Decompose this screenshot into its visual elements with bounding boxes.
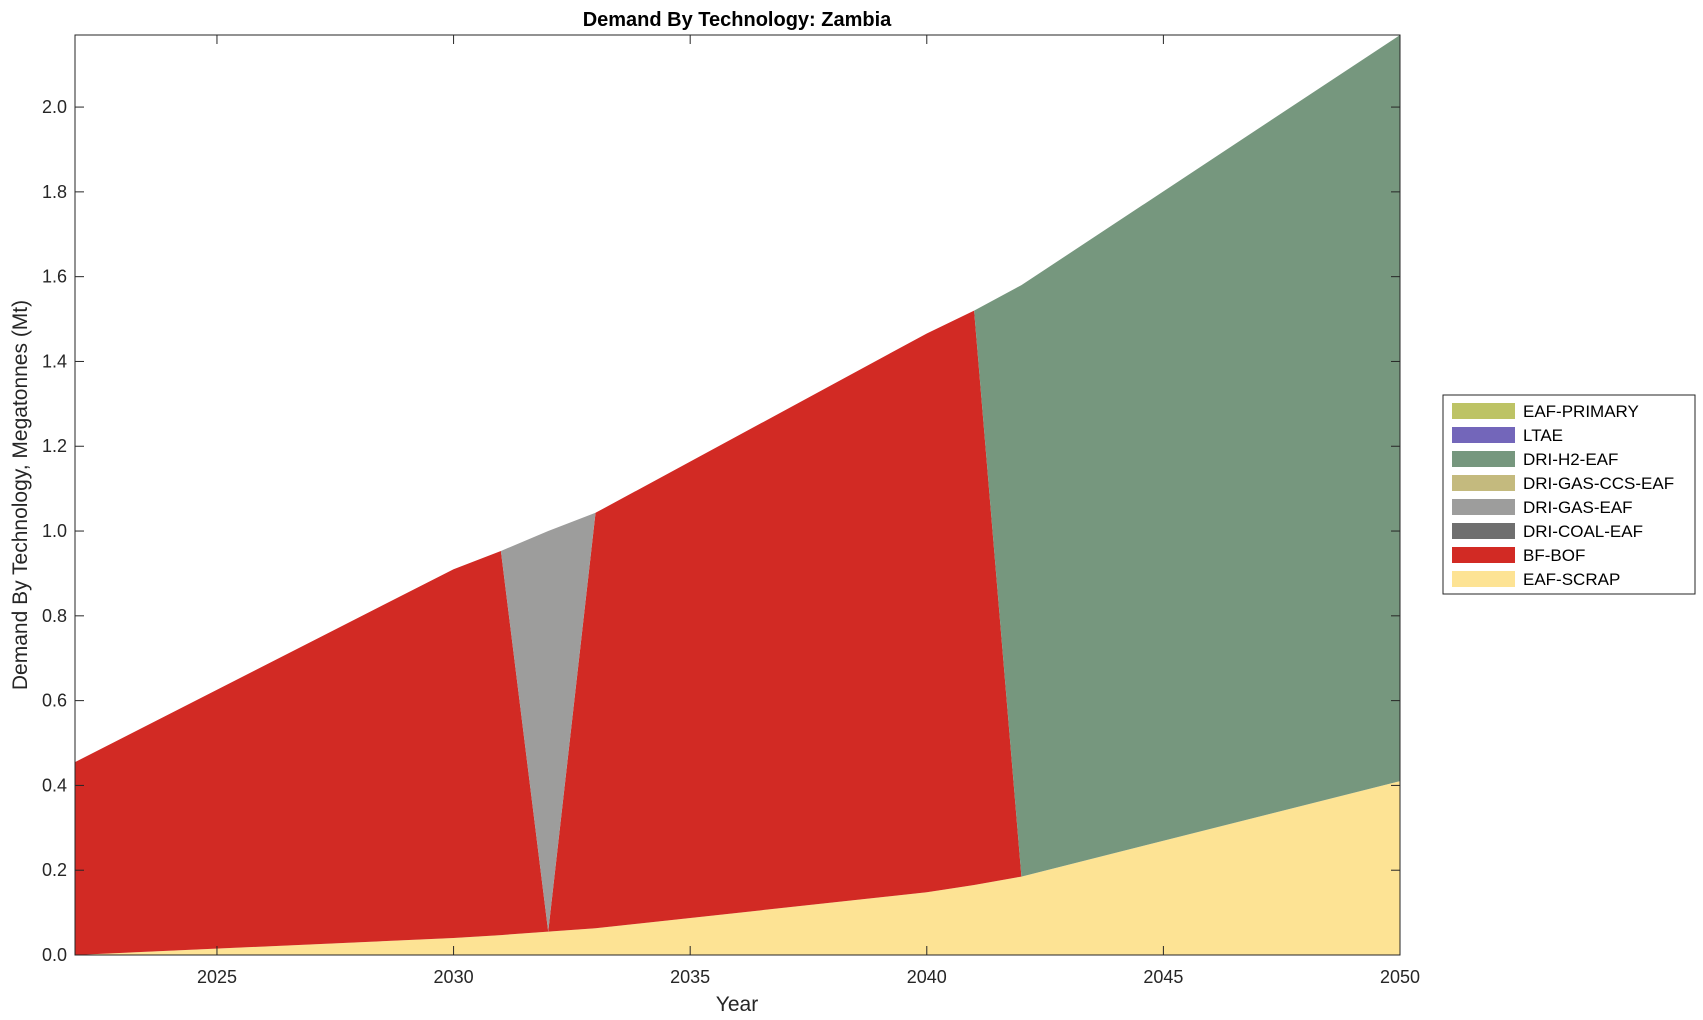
- x-tick-label: 2050: [1380, 967, 1420, 987]
- x-tick-label: 2035: [670, 967, 710, 987]
- legend-swatch: [1452, 475, 1515, 491]
- legend-swatch: [1452, 523, 1515, 539]
- x-tick-label: 2030: [434, 967, 474, 987]
- y-tick-label: 1.4: [42, 351, 67, 371]
- x-tick-label: 2040: [907, 967, 947, 987]
- chart-title: Demand By Technology: Zambia: [583, 9, 892, 31]
- area-bf-bof: [75, 310, 1400, 956]
- y-tick-label: 0.4: [42, 775, 67, 795]
- y-tick-label: 1.8: [42, 182, 67, 202]
- legend-label: BF-BOF: [1523, 546, 1585, 565]
- y-tick-label: 1.0: [42, 521, 67, 541]
- legend-label: DRI-COAL-EAF: [1523, 522, 1643, 541]
- x-tick-label: 2025: [197, 967, 237, 987]
- legend-label: DRI-H2-EAF: [1523, 450, 1618, 469]
- legend-swatch: [1452, 427, 1515, 443]
- y-tick-label: 0.6: [42, 691, 67, 711]
- legend-swatch: [1452, 499, 1515, 515]
- legend-label: DRI-GAS-CCS-EAF: [1523, 474, 1674, 493]
- legend-swatch: [1452, 547, 1515, 563]
- area-eaf-scrap: [75, 781, 1400, 955]
- y-tick-label: 0.0: [42, 945, 67, 965]
- legend-label: DRI-GAS-EAF: [1523, 498, 1633, 517]
- x-tick-label: 2045: [1143, 967, 1183, 987]
- plot-frame: [74, 34, 1401, 956]
- area-dri-h2-eaf: [75, 35, 1400, 877]
- legend-swatch: [1452, 571, 1515, 587]
- y-axis: 0.0 0.2 0.4 0.6 0.8 1.0 1.2 1.4 1.6 1.8 2.0: [42, 97, 1400, 965]
- legend: EAF-PRIMARY LTAE DRI-H2-EAF DRI-GAS-CCS-EAF…: [1442, 394, 1696, 595]
- legend-label: LTAE: [1523, 426, 1563, 445]
- y-tick-label: 1.2: [42, 436, 67, 456]
- y-tick-label: 1.6: [42, 267, 67, 287]
- legend-swatch: [1452, 451, 1515, 467]
- legend-label: EAF-PRIMARY: [1523, 402, 1639, 421]
- y-tick-label: 0.8: [42, 606, 67, 626]
- x-axis: 2025 2030 2035 2040 2045 2050: [197, 35, 1420, 987]
- y-axis-title: Demand By Technology, Megatonnes (Mt): [9, 300, 32, 690]
- y-tick-label: 2.0: [42, 97, 67, 117]
- x-axis-title: Year: [716, 993, 758, 1016]
- area-layer: [75, 35, 1400, 956]
- legend-swatch: [1452, 403, 1515, 419]
- y-tick-label: 0.2: [42, 860, 67, 880]
- legend-label: EAF-SCRAP: [1523, 570, 1620, 589]
